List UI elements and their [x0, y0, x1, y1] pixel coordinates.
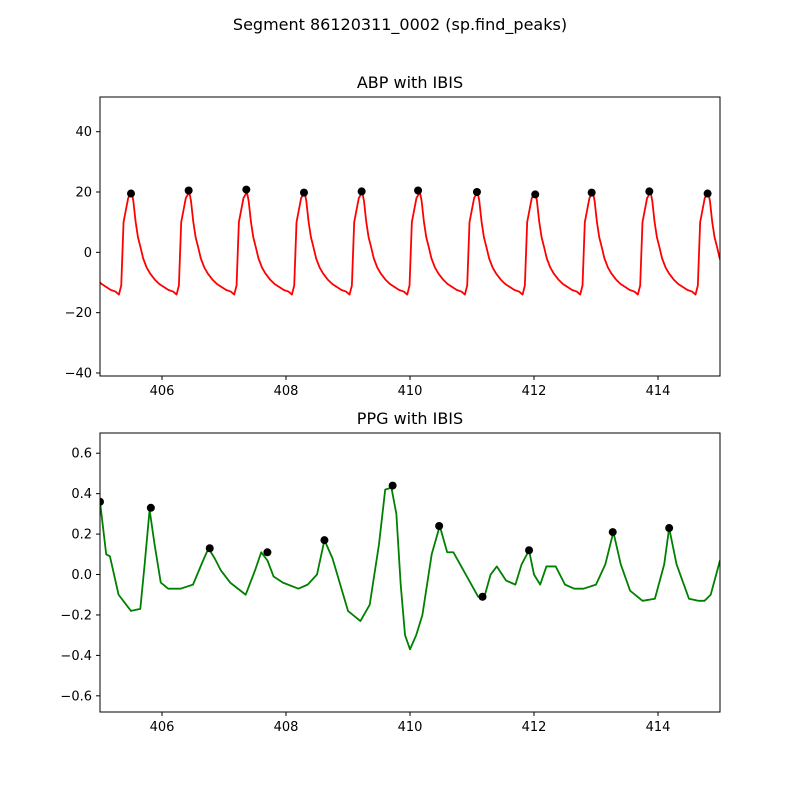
abp-peak-marker: [587, 188, 596, 197]
ppg-peak-marker: [100, 497, 104, 506]
abp-panel: ABP with IBIS 406 408 410 412 414 −40 −20 0 20 40: [65, 73, 721, 399]
abp-peak-marker: [242, 185, 251, 194]
ppg-y-tick-label: −0.6: [60, 689, 92, 704]
ppg-x-tick-label: 408: [274, 720, 299, 735]
abp-x-tick-label: 412: [522, 384, 547, 399]
abp-y-tick-label: 40: [75, 125, 92, 140]
abp-y-tick-label: −20: [65, 306, 92, 321]
abp-peak-marker: [414, 186, 423, 195]
abp-peak-marker: [645, 187, 654, 196]
abp-peaks: [127, 185, 712, 199]
abp-y-tick-label: 0: [84, 246, 92, 261]
abp-peak-marker: [299, 188, 308, 197]
ppg-peak-marker: [525, 546, 534, 555]
abp-peak-marker: [184, 186, 193, 195]
ppg-panel: PPG with IBIS 406 408 410 412 414 −0.6 −0.4 −0.…: [60, 409, 721, 735]
abp-y-tick-label: 20: [75, 186, 92, 201]
ppg-panel-title: PPG with IBIS: [357, 409, 463, 428]
ppg-x-tick-label: 412: [522, 720, 547, 735]
abp-x-tick-label: 410: [398, 384, 423, 399]
abp-peak-marker: [703, 189, 712, 198]
ppg-peak-marker: [665, 524, 674, 533]
abp-x-tick-label: 406: [150, 384, 175, 399]
abp-x-tick-label: 414: [646, 384, 671, 399]
ppg-y-tick-label: −0.4: [60, 649, 92, 664]
abp-panel-title: ABP with IBIS: [357, 73, 463, 92]
ppg-x-tick-label: 410: [398, 720, 423, 735]
ppg-y-tick-label: −0.2: [60, 608, 92, 623]
ppg-x-tick-label: 406: [150, 720, 175, 735]
ppg-peak-marker: [608, 528, 617, 537]
ppg-signal-line: [100, 486, 720, 651]
ppg-peak-marker: [146, 503, 155, 512]
abp-peak-marker: [127, 189, 135, 198]
ppg-peak-marker: [435, 522, 444, 530]
ppg-peaks: [100, 481, 674, 601]
ppg-x-tick-label: 414: [646, 720, 671, 735]
abp-peak-marker: [531, 190, 540, 199]
abp-x-tick-label: 408: [274, 384, 299, 399]
ppg-peak-marker: [478, 592, 487, 601]
abp-peak-marker: [472, 188, 481, 197]
ppg-y-tick-label: 0.4: [71, 487, 92, 502]
ppg-y-tick-label: 0.2: [71, 528, 92, 543]
ppg-y-tick-label: 0.0: [71, 568, 92, 583]
ppg-y-tick-label: 0.6: [71, 447, 92, 462]
abp-y-tick-label: −40: [65, 366, 92, 381]
ppg-peak-marker: [205, 544, 214, 553]
figure-suptitle: Segment 86120311_0002 (sp.find_peaks): [233, 15, 567, 35]
ppg-peak-marker: [263, 548, 272, 557]
ppg-peak-marker: [388, 481, 397, 490]
abp-peak-marker: [357, 187, 366, 196]
ppg-peak-marker: [320, 536, 329, 545]
